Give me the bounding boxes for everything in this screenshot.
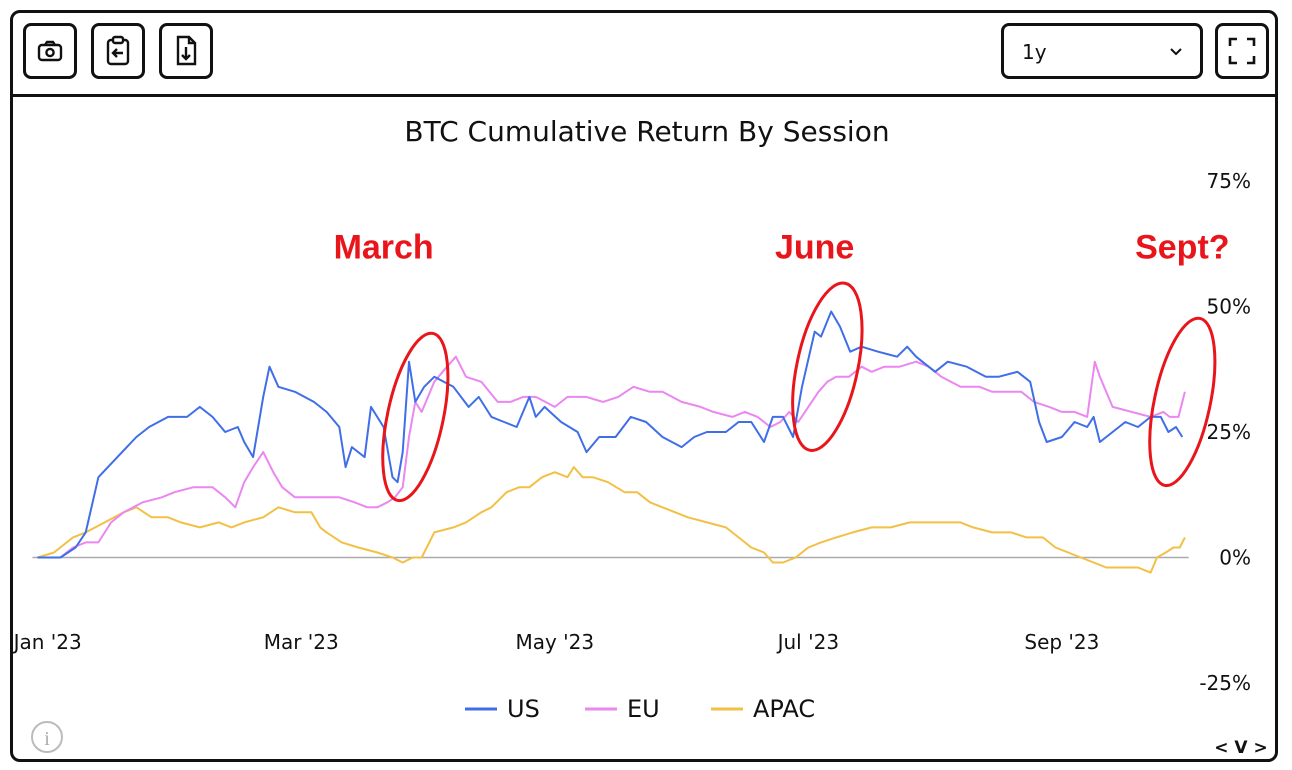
info-button[interactable]: i	[31, 721, 63, 753]
chevron-down-icon	[1170, 48, 1182, 56]
copy-button[interactable]	[91, 23, 145, 79]
annotation-ellipse	[381, 331, 450, 503]
chart-title: BTC Cumulative Return By Session	[404, 115, 889, 148]
range-select[interactable]: 1y	[1001, 23, 1203, 79]
annotation-label: June	[775, 228, 854, 266]
y-tick-label: 50%	[1207, 295, 1251, 319]
clipboard-icon	[106, 35, 130, 66]
legend-item-us[interactable]: US	[465, 695, 540, 723]
annotation-label: March	[334, 228, 434, 266]
series-line-us	[37, 310, 1184, 559]
annotation-label: Sept?	[1135, 228, 1229, 266]
x-tick-label: May '23	[515, 630, 594, 654]
annotation-ellipse	[1148, 316, 1217, 488]
x-tick-label: Jan '23	[13, 630, 82, 654]
y-tick-label: 25%	[1207, 420, 1251, 444]
y-tick-label: -25%	[1199, 671, 1251, 695]
toolbar: 1y	[13, 13, 1275, 97]
legend-item-eu[interactable]: EU	[585, 695, 660, 723]
chart: BTC Cumulative Return By Session 75% 50% 2…	[13, 115, 1268, 758]
camera-icon	[37, 40, 63, 62]
legend-item-apac[interactable]: APAC	[711, 695, 815, 723]
x-tick-label: Mar '23	[264, 630, 339, 654]
nav-arrows[interactable]: < V >	[1214, 738, 1267, 758]
range-value: 1y	[1022, 40, 1047, 64]
camera-button[interactable]	[23, 23, 77, 79]
y-tick-label: 75%	[1207, 169, 1251, 193]
annotation-ellipse	[791, 281, 864, 452]
fullscreen-icon	[1228, 37, 1256, 65]
series-line-eu	[37, 355, 1186, 559]
fullscreen-button[interactable]	[1215, 23, 1269, 79]
x-tick-label: Sep '23	[1024, 630, 1099, 654]
info-icon	[31, 721, 63, 753]
legend-label: APAC	[753, 695, 815, 723]
x-tick-label: Jul '23	[776, 630, 839, 654]
svg-text:i: i	[44, 728, 50, 750]
download-file-icon	[176, 35, 197, 66]
download-button[interactable]	[159, 23, 213, 79]
y-tick-label: 0%	[1219, 546, 1251, 570]
legend-label: EU	[627, 695, 660, 723]
legend-label: US	[507, 695, 540, 723]
series-line-apac	[37, 466, 1186, 574]
chart-widget: 1y BTC Cumulative Return By Session 75% 5…	[10, 10, 1278, 762]
